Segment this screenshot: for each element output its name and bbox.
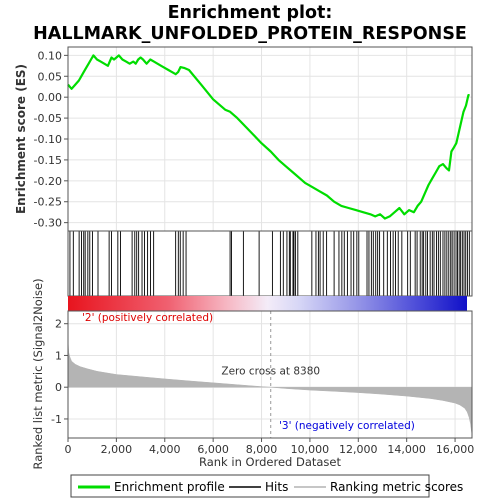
- metric-x-tick-label: 16,000: [436, 443, 475, 456]
- legend-box: [70, 474, 430, 498]
- hits-panel: [67, 230, 473, 297]
- es-y-ticks: 0.10 0.05 0.00 -0.05 -0.10 -0.15 -0.20 -0.25 -0.…: [34, 49, 68, 230]
- metric-y-tick-label: 1: [55, 349, 62, 362]
- legend-enrichment-profile-label: Enrichment profile: [114, 480, 225, 494]
- es-y-tick-label: -0.20: [34, 175, 62, 188]
- metric-x-tick-label: 6,000: [197, 443, 229, 456]
- metric-plot-area: [68, 311, 472, 438]
- es-y-tick-label: -0.15: [34, 154, 62, 167]
- hit-lines: [69, 231, 470, 296]
- metric-x-tick-label: 8,000: [246, 443, 278, 456]
- ranking-metric-area: [67, 339, 473, 435]
- chart-title-line-2: HALLMARK_UNFOLDED_PROTEIN_RESPONSE: [33, 24, 467, 44]
- metric-plot-frame: [67, 310, 473, 439]
- es-panel: 0.10 0.05 0.00 -0.05 -0.10 -0.15 -0.20 -0.25 -0.…: [14, 46, 473, 232]
- negative-correlation-label: '3' (negatively correlated): [279, 420, 415, 432]
- metric-x-tick-label: 14,000: [387, 443, 426, 456]
- metric-y-tick-label: 0: [55, 381, 62, 394]
- metric-y-ticks: 2 1 0 -1: [51, 318, 68, 426]
- es-y-tick-label: -0.10: [34, 133, 62, 146]
- rank-gradient-bar: [68, 296, 467, 311]
- legend-ranking-metric-label: Ranking metric scores: [330, 480, 463, 494]
- metric-x-tick-label: 0: [65, 443, 72, 456]
- hits-area: [68, 231, 472, 296]
- es-y-tick-label: -0.30: [34, 217, 62, 230]
- metric-y-axis-label: Ranked list metric (Signal2Noise): [31, 278, 45, 469]
- metric-panel: Zero cross at 8380 '2' (positively corre…: [31, 278, 474, 469]
- metric-y-tick-label: 2: [55, 318, 62, 331]
- metric-x-axis-label: Rank in Ordered Dataset: [199, 455, 342, 469]
- metric-x-tick-label: 2,000: [101, 443, 133, 456]
- metric-x-tick-label: 12,000: [339, 443, 378, 456]
- legend: Enrichment profile Hits Ranking metric s…: [70, 474, 463, 498]
- es-y-tick-label: 0.10: [38, 49, 63, 62]
- legend-hits-label: Hits: [265, 480, 288, 494]
- positive-correlation-label: '2' (positively correlated): [82, 312, 213, 324]
- metric-x-tick-label: 10,000: [291, 443, 330, 456]
- es-y-tick-label: -0.05: [34, 112, 62, 125]
- chart-title-line-1: Enrichment plot:: [168, 3, 333, 23]
- es-y-tick-label: 0.00: [38, 91, 63, 104]
- es-y-tick-label: -0.25: [34, 196, 62, 209]
- es-y-axis-label: Enrichment score (ES): [14, 64, 28, 214]
- metric-y-tick-label: -1: [51, 413, 62, 426]
- metric-x-ticks: 0 2,000 4,000 6,000 8,000 10,000 12,000 14,000 1…: [65, 438, 475, 456]
- zero-cross-label: Zero cross at 8380: [221, 366, 320, 378]
- metric-x-tick-label: 4,000: [149, 443, 181, 456]
- enrichment-profile-line: [67, 54, 470, 220]
- es-y-tick-label: 0.05: [38, 70, 63, 83]
